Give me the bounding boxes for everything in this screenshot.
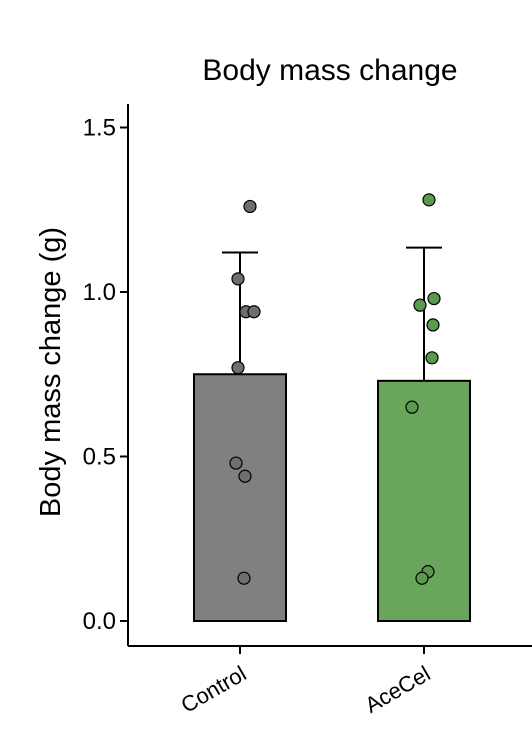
data-point-acecel bbox=[415, 571, 429, 585]
points-group bbox=[229, 193, 441, 585]
y-axis-label: Body mass change (g) bbox=[35, 227, 67, 517]
y-tick-label: 1.0 bbox=[83, 279, 116, 306]
data-point-control bbox=[231, 272, 245, 286]
data-point-control bbox=[243, 199, 257, 214]
x-tick-label-acecel: AceCel bbox=[361, 661, 435, 718]
bar-acecel bbox=[377, 379, 471, 622]
y-tick-label: 0.5 bbox=[83, 444, 116, 471]
axes bbox=[120, 104, 532, 654]
chart-title: Body mass change bbox=[202, 54, 457, 87]
y-tick-label: 0.0 bbox=[83, 608, 116, 635]
data-point-control bbox=[238, 469, 252, 483]
data-point-control bbox=[229, 456, 243, 470]
data-point-acecel bbox=[427, 291, 441, 306]
bar-control bbox=[193, 373, 287, 622]
data-point-acecel bbox=[426, 318, 440, 332]
x-tick-label-control: Control bbox=[177, 661, 251, 718]
data-point-acecel bbox=[425, 351, 439, 365]
data-point-control bbox=[231, 361, 245, 375]
data-point-control bbox=[237, 571, 251, 585]
data-point-acecel bbox=[405, 400, 419, 414]
data-point-control bbox=[247, 305, 261, 319]
data-point-acecel bbox=[413, 298, 427, 312]
data-point-acecel bbox=[422, 193, 436, 207]
bars-group bbox=[193, 373, 471, 622]
y-tick-label: 1.5 bbox=[83, 115, 116, 142]
